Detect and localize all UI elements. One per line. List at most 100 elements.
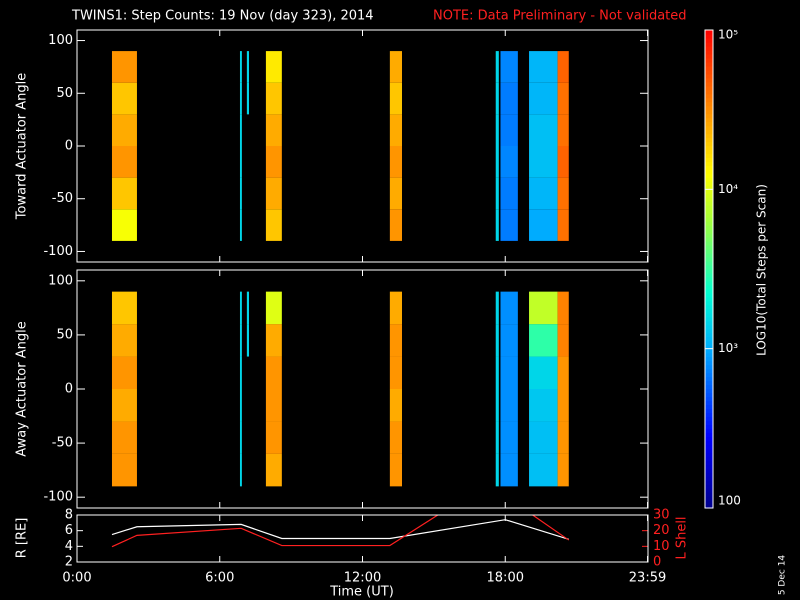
colorbar-swatch (705, 30, 713, 35)
heatmap-cell (529, 51, 558, 83)
heatmap-cell (111, 389, 137, 422)
colorbar-swatch (705, 368, 713, 374)
heatmap-cell (265, 389, 282, 422)
heatmap-cell (500, 209, 518, 241)
colorbar-swatch (705, 464, 713, 469)
heatmap-cell (495, 453, 499, 487)
heatmap-cell (111, 291, 137, 325)
heatmap-cell (111, 453, 137, 487)
heatmap-cell (239, 51, 242, 83)
heatmap-cell (389, 146, 402, 178)
y-tick-label: 2 (65, 555, 73, 570)
colorbar-swatch (705, 205, 713, 210)
heatmap-cell (265, 82, 282, 115)
colorbar-tick-label: 10⁵ (718, 28, 738, 42)
colorbar-swatch (705, 492, 713, 497)
date-stamp: 5 Dec 14 (778, 555, 788, 596)
panel-frame (76, 514, 649, 563)
heatmap-cell (495, 356, 499, 389)
y-tick-label: -50 (52, 191, 73, 206)
colorbar-swatch (705, 412, 713, 417)
heatmap-cell (239, 82, 242, 115)
heatmap-cell (265, 356, 282, 389)
colorbar-swatch (705, 300, 713, 306)
colorbar-swatch (705, 181, 713, 186)
colorbar-swatch (705, 352, 713, 358)
colorbar-tick-label: 10³ (718, 341, 738, 355)
heatmap-cell (495, 324, 499, 357)
colorbar-swatch (705, 376, 713, 382)
colorbar-swatch (705, 316, 713, 322)
y-tick-label: 100 (48, 33, 73, 48)
colorbar-swatch (705, 101, 713, 107)
heatmap-cell (265, 51, 282, 83)
colorbar-swatch (705, 117, 713, 123)
colorbar-swatch (705, 69, 713, 75)
heatmap-cell (557, 146, 569, 178)
colorbar-swatch (705, 61, 713, 67)
colorbar-swatch (705, 340, 713, 346)
colorbar-swatch (705, 81, 713, 87)
y-tick-label: -100 (43, 490, 73, 505)
colorbar-swatch (705, 304, 713, 310)
colorbar-swatch (705, 137, 713, 143)
colorbar-swatch (705, 77, 713, 83)
heatmap-cell (239, 421, 242, 454)
heatmap-cell (265, 421, 282, 454)
heatmap-cell (500, 177, 518, 210)
y-axis-label: Away Actuator Angle (15, 321, 30, 456)
colorbar-swatch (705, 360, 713, 366)
x-tick-label: 23:59 (629, 571, 666, 586)
colorbar-swatch (705, 97, 713, 103)
colorbar-label: LOG10(Total Steps per Scan) (755, 184, 769, 356)
colorbar-swatch (705, 229, 713, 234)
heatmap-cell (495, 114, 499, 146)
heatmap-cell (529, 324, 558, 357)
heatmap-cell (529, 114, 558, 146)
colorbar-swatch (705, 149, 713, 155)
colorbar-swatch (705, 93, 713, 99)
heatmap-cell (557, 453, 569, 487)
colorbar-swatch (705, 472, 713, 477)
colorbar-swatch (705, 209, 713, 214)
chart-note: NOTE: Data Preliminary - Not validated (433, 9, 687, 24)
heatmap-cell (557, 324, 569, 357)
heatmap-cell (111, 51, 137, 83)
colorbar-swatch (705, 484, 713, 489)
heatmap-cell (500, 421, 518, 454)
heatmap-cell (389, 82, 402, 115)
heatmap-cell (557, 177, 569, 210)
heatmap-cell (495, 51, 499, 83)
colorbar-swatch (705, 85, 713, 91)
heatmap-cell (529, 453, 558, 487)
heatmap-cell (495, 389, 499, 422)
colorbar-swatch (705, 113, 713, 119)
colorbar-swatch (705, 73, 713, 79)
colorbar-swatch (705, 428, 713, 433)
colorbar-swatch (705, 257, 713, 262)
colorbar-swatch (705, 400, 713, 406)
heatmap-cell (495, 177, 499, 210)
y-tick-label: -100 (43, 244, 73, 259)
heatmap-cell (246, 51, 250, 83)
heatmap-cell (111, 82, 137, 115)
colorbar-swatch (705, 201, 713, 206)
y2-tick-label: 20 (653, 523, 670, 538)
y-tick-label: 50 (56, 86, 73, 101)
heatmap-cell (239, 209, 242, 241)
heatmap-cell (500, 291, 518, 325)
heatmap-cell (265, 177, 282, 210)
y-tick-label: 8 (65, 508, 73, 523)
heatmap-cell (557, 209, 569, 241)
heatmap-cell (389, 209, 402, 241)
heatmap-cell (500, 114, 518, 146)
colorbar-swatch (705, 348, 713, 354)
heatmap-cell (495, 291, 499, 325)
heatmap-cell (389, 421, 402, 454)
heatmap-cell (389, 51, 402, 83)
colorbar-swatch (705, 448, 713, 453)
colorbar-swatch (705, 133, 713, 139)
colorbar-swatch (705, 380, 713, 386)
colorbar-swatch (705, 165, 713, 171)
